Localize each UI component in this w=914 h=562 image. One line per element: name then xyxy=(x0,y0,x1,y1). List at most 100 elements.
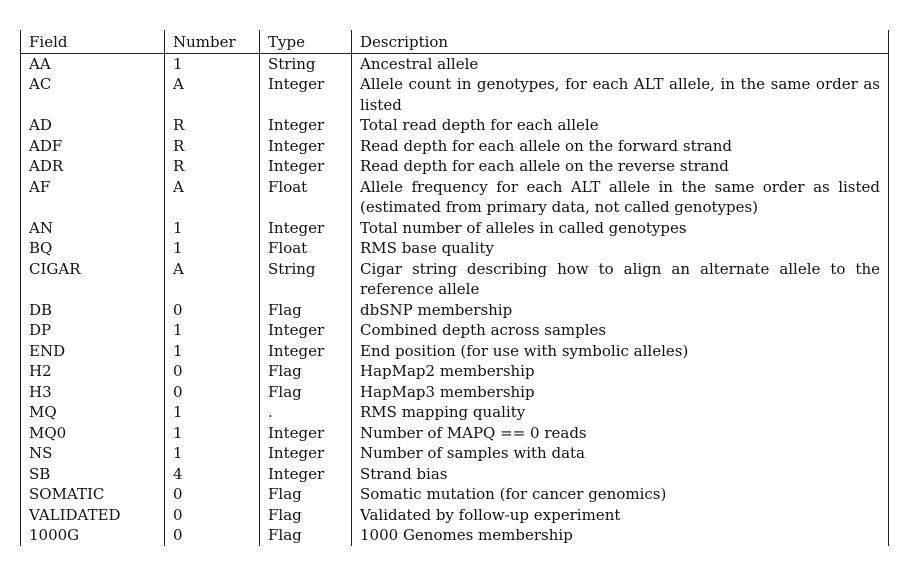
table-body: AA1StringAncestral alleleACAIntegerAllel… xyxy=(21,53,889,546)
cell-field: ADF xyxy=(21,136,165,157)
cell-type: Flag xyxy=(260,505,352,526)
cell-type: Flag xyxy=(260,361,352,382)
table-row: ADRRIntegerRead depth for each allele on… xyxy=(21,156,889,177)
cell-number: 1 xyxy=(165,320,260,341)
cell-description: End position (for use with symbolic alle… xyxy=(352,341,889,362)
cell-type: Flag xyxy=(260,525,352,546)
cell-description: Somatic mutation (for cancer genomics) xyxy=(352,484,889,505)
cell-type: Float xyxy=(260,177,352,218)
header-number: Number xyxy=(165,30,260,53)
table-row: 1000G0Flag1000 Genomes membership xyxy=(21,525,889,546)
cell-field: AF xyxy=(21,177,165,218)
cell-field: NS xyxy=(21,443,165,464)
table-row: DP1IntegerCombined depth across samples xyxy=(21,320,889,341)
cell-field: VALIDATED xyxy=(21,505,165,526)
cell-field: SB xyxy=(21,464,165,485)
table-row: VALIDATED0FlagValidated by follow-up exp… xyxy=(21,505,889,526)
table-row: ADFRIntegerRead depth for each allele on… xyxy=(21,136,889,157)
cell-type: Integer xyxy=(260,136,352,157)
cell-field: H2 xyxy=(21,361,165,382)
cell-field: MQ xyxy=(21,402,165,423)
table-row: AN1IntegerTotal number of alleles in cal… xyxy=(21,218,889,239)
cell-number: 0 xyxy=(165,525,260,546)
cell-number: R xyxy=(165,115,260,136)
table-row: SOMATIC0FlagSomatic mutation (for cancer… xyxy=(21,484,889,505)
cell-number: A xyxy=(165,259,260,300)
table-row: MQ1.RMS mapping quality xyxy=(21,402,889,423)
cell-number: 1 xyxy=(165,423,260,444)
table-row: ADRIntegerTotal read depth for each alle… xyxy=(21,115,889,136)
cell-description: Combined depth across samples xyxy=(352,320,889,341)
cell-description: Allele count in genotypes, for each ALT … xyxy=(352,74,889,115)
cell-type: Integer xyxy=(260,115,352,136)
cell-description: Ancestral allele xyxy=(352,53,889,74)
cell-field: AC xyxy=(21,74,165,115)
cell-description: HapMap3 membership xyxy=(352,382,889,403)
cell-number: 0 xyxy=(165,505,260,526)
table-row: END1IntegerEnd position (for use with sy… xyxy=(21,341,889,362)
cell-description: Strand bias xyxy=(352,464,889,485)
cell-number: 0 xyxy=(165,484,260,505)
header-description: Description xyxy=(352,30,889,53)
cell-field: CIGAR xyxy=(21,259,165,300)
cell-type: Integer xyxy=(260,156,352,177)
cell-field: MQ0 xyxy=(21,423,165,444)
cell-number: 1 xyxy=(165,238,260,259)
cell-type: String xyxy=(260,53,352,74)
cell-type: Integer xyxy=(260,74,352,115)
cell-description: Validated by follow-up experiment xyxy=(352,505,889,526)
cell-field: SOMATIC xyxy=(21,484,165,505)
info-fields-table-container: Field Number Type Description AA1StringA… xyxy=(20,30,890,546)
cell-number: 0 xyxy=(165,361,260,382)
cell-number: A xyxy=(165,177,260,218)
cell-type: . xyxy=(260,402,352,423)
cell-number: 1 xyxy=(165,218,260,239)
table-row: CIGARAStringCigar string describing how … xyxy=(21,259,889,300)
cell-number: 0 xyxy=(165,300,260,321)
cell-number: 1 xyxy=(165,341,260,362)
cell-description: RMS base quality xyxy=(352,238,889,259)
cell-description: Total number of alleles in called genoty… xyxy=(352,218,889,239)
cell-field: DB xyxy=(21,300,165,321)
cell-description: Read depth for each allele on the forwar… xyxy=(352,136,889,157)
table-row: AFAFloatAllele frequency for each ALT al… xyxy=(21,177,889,218)
cell-description: Cigar string describing how to align an … xyxy=(352,259,889,300)
cell-type: Integer xyxy=(260,443,352,464)
cell-description: Total read depth for each allele xyxy=(352,115,889,136)
cell-description: Number of samples with data xyxy=(352,443,889,464)
cell-type: Integer xyxy=(260,320,352,341)
table-row: DB0FlagdbSNP membership xyxy=(21,300,889,321)
table-row: MQ01IntegerNumber of MAPQ == 0 reads xyxy=(21,423,889,444)
cell-type: Integer xyxy=(260,423,352,444)
header-row: Field Number Type Description xyxy=(21,30,889,53)
cell-field: AN xyxy=(21,218,165,239)
header-field: Field xyxy=(21,30,165,53)
cell-number: A xyxy=(165,74,260,115)
cell-type: Flag xyxy=(260,382,352,403)
table-row: NS1IntegerNumber of samples with data xyxy=(21,443,889,464)
cell-type: Flag xyxy=(260,484,352,505)
cell-type: Integer xyxy=(260,464,352,485)
cell-field: AA xyxy=(21,53,165,74)
cell-field: 1000G xyxy=(21,525,165,546)
cell-description: Number of MAPQ == 0 reads xyxy=(352,423,889,444)
cell-field: ADR xyxy=(21,156,165,177)
cell-number: 4 xyxy=(165,464,260,485)
cell-number: 0 xyxy=(165,382,260,403)
header-type: Type xyxy=(260,30,352,53)
cell-number: 1 xyxy=(165,402,260,423)
cell-type: Integer xyxy=(260,341,352,362)
cell-type: Float xyxy=(260,238,352,259)
cell-type: Integer xyxy=(260,218,352,239)
cell-number: R xyxy=(165,156,260,177)
cell-field: END xyxy=(21,341,165,362)
cell-description: dbSNP membership xyxy=(352,300,889,321)
table-row: SB4IntegerStrand bias xyxy=(21,464,889,485)
cell-type: String xyxy=(260,259,352,300)
cell-field: BQ xyxy=(21,238,165,259)
cell-number: R xyxy=(165,136,260,157)
cell-description: 1000 Genomes membership xyxy=(352,525,889,546)
info-fields-table: Field Number Type Description AA1StringA… xyxy=(20,30,889,546)
table-row: H20FlagHapMap2 membership xyxy=(21,361,889,382)
cell-field: H3 xyxy=(21,382,165,403)
